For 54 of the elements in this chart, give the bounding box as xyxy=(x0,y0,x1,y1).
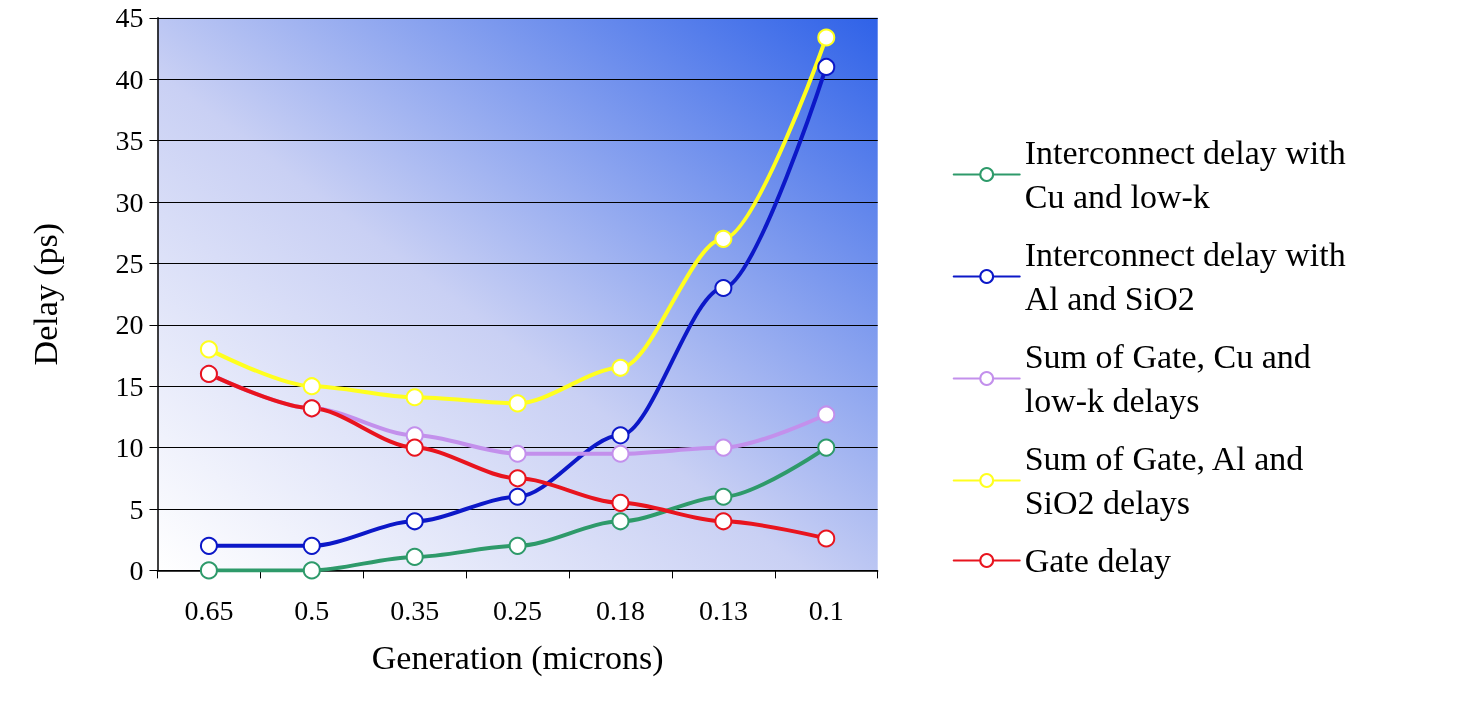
point xyxy=(302,561,321,580)
y-tick-label: 10 xyxy=(115,432,144,464)
point xyxy=(302,377,321,396)
point xyxy=(508,536,527,555)
legend-label: Interconnect delay with Al and SiO2 xyxy=(1024,236,1355,317)
point xyxy=(302,536,321,555)
y-tick-label: 35 xyxy=(115,125,144,157)
point xyxy=(405,438,424,457)
point xyxy=(508,469,527,488)
point xyxy=(199,561,218,580)
x-tick-label: 0.65 xyxy=(184,594,234,626)
point xyxy=(611,444,630,463)
y-tick-label: 15 xyxy=(115,370,144,402)
point xyxy=(508,444,527,463)
legend-label: Sum of Gate, Cu and low-k delays xyxy=(1024,338,1320,419)
y-tick-label: 30 xyxy=(115,186,144,218)
point xyxy=(405,512,424,531)
point xyxy=(611,493,630,512)
legend-label: Sum of Gate, Al and SiO2 delays xyxy=(1024,440,1312,521)
point xyxy=(405,388,424,407)
point xyxy=(508,487,527,506)
point xyxy=(714,229,733,248)
point xyxy=(714,512,733,531)
y-axis-title: Delay (ps) xyxy=(26,222,65,366)
x-axis-title: Generation (microns) xyxy=(371,638,664,677)
point xyxy=(817,529,836,548)
point xyxy=(405,547,424,566)
point xyxy=(199,536,218,555)
y-tick-label: 20 xyxy=(115,309,144,341)
x-tick-label: 0.5 xyxy=(294,594,330,626)
x-tick-label: 0.18 xyxy=(595,594,645,626)
x-tick-label: 0.1 xyxy=(808,594,844,626)
legend-label: Interconnect delay with Cu and low-k xyxy=(1024,134,1355,215)
point xyxy=(508,394,527,413)
point xyxy=(817,438,836,457)
y-tick-label: 40 xyxy=(115,63,144,95)
point xyxy=(714,278,733,297)
y-tick-label: 25 xyxy=(115,247,144,279)
point xyxy=(817,57,836,76)
y-tick-label: 5 xyxy=(129,493,144,525)
point xyxy=(714,438,733,457)
point xyxy=(817,405,836,424)
point xyxy=(611,426,630,445)
x-tick-label: 0.35 xyxy=(390,594,440,626)
y-tick-label: 45 xyxy=(115,2,144,34)
y-tick-label: 0 xyxy=(129,554,144,586)
point xyxy=(817,28,836,47)
point xyxy=(611,512,630,531)
x-tick-label: 0.25 xyxy=(493,594,543,626)
point xyxy=(199,340,218,359)
point xyxy=(611,358,630,377)
point xyxy=(714,487,733,506)
legend-label: Gate delay xyxy=(1024,542,1172,579)
x-tick-label: 0.13 xyxy=(698,594,748,626)
